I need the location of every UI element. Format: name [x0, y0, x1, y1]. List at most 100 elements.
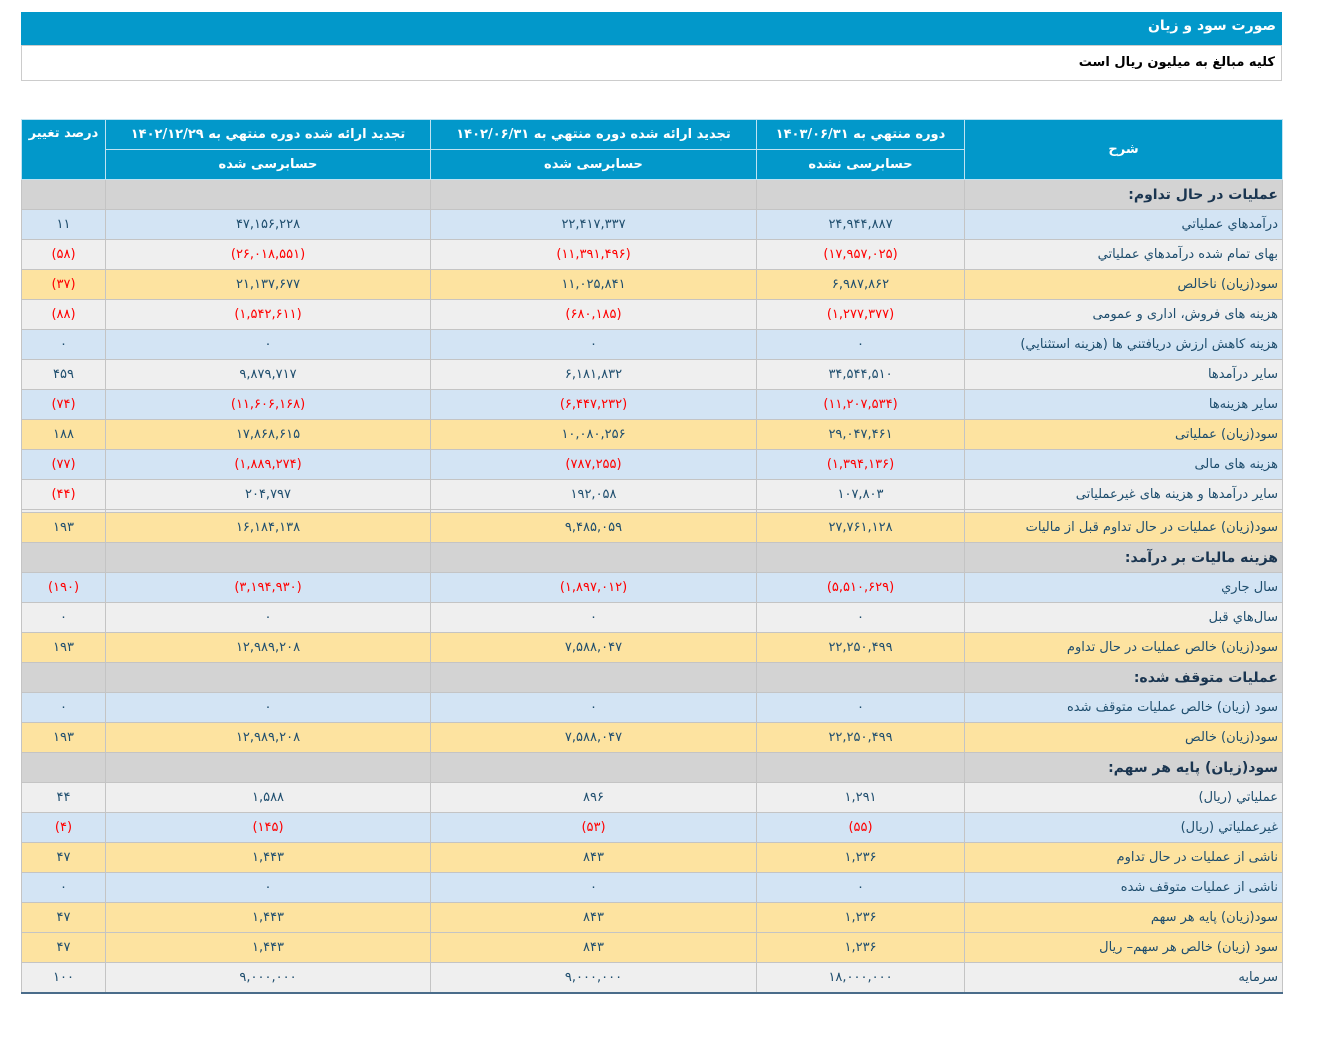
- value-1402-12-29: ۱۷,۸۶۸,۶۱۵: [105, 419, 431, 450]
- value-1402-12-29: (۱,۸۸۹,۲۷۴): [105, 449, 431, 480]
- percent-change: ۰: [21, 602, 106, 633]
- header-description: شرح: [964, 119, 1283, 180]
- value-1403-06-31: (۵,۵۱۰,۶۲۹): [756, 572, 965, 603]
- value-1402-06-31: ۷,۵۸۸,۰۴۷: [430, 632, 757, 663]
- value-1403-06-31: ۱,۲۳۶: [756, 932, 965, 963]
- value-1403-06-31: ۰: [756, 692, 965, 723]
- value-1402-06-31: ۷,۵۸۸,۰۴۷: [430, 722, 757, 753]
- table-row: سود(زيان) خالص ۲۲,۲۵۰,۴۹۹ ۷,۵۸۸,۰۴۷ ۱۲,۹۸۹,…: [21, 722, 1283, 753]
- table-row: هزینه های مالی (۱,۳۹۴,۱۳۶) (۷۸۷,۲۵۵) (۱,۸۸۹…: [21, 449, 1283, 480]
- percent-change: [21, 752, 106, 783]
- value-1403-06-31: (۵۵): [756, 812, 965, 843]
- value-1402-12-29: ۱,۴۴۳: [105, 932, 431, 963]
- section-row: سود(زيان) پایه هر سهم:: [21, 752, 1283, 783]
- row-label: سود(زيان) خالص: [964, 722, 1283, 753]
- row-label: سود (زيان) خالص عمليات متوقف شده: [964, 692, 1283, 723]
- value-1402-06-31: ۱۰,۰۸۰,۲۵۶: [430, 419, 757, 450]
- table-row: ناشی از عملیات متوقف شده ۰ ۰ ۰ ۰: [21, 872, 1283, 903]
- percent-change: ۰: [21, 692, 106, 723]
- table-row: سود(زيان) پایه هر سهم ۱,۲۳۶ ۸۴۳ ۱,۴۴۳ ۴۷: [21, 902, 1283, 933]
- value-1402-06-31: [430, 662, 757, 693]
- value-1402-12-29: (۱,۵۴۲,۶۱۱): [105, 299, 431, 330]
- value-1402-12-29: ۱,۴۴۳: [105, 902, 431, 933]
- value-1402-06-31: [430, 542, 757, 573]
- table-row: سود (زيان) خالص هر سهم– ريال ۱,۲۳۶ ۸۴۳ ۱,۴۴…: [21, 932, 1283, 963]
- value-1402-12-29: [105, 179, 431, 210]
- header-col2: تجدید ارائه شده دوره منتهي به ۱۴۰۲/۰۶/۳۱: [430, 119, 757, 150]
- section-row: هزینه مالیات بر درآمد:: [21, 542, 1283, 573]
- section-row: عملیات در حال تداوم:: [21, 179, 1283, 210]
- value-1402-12-29: (۱۴۵): [105, 812, 431, 843]
- row-label: ناشی از عملیات در حال تداوم: [964, 842, 1283, 873]
- row-label: سال‌هاي قبل: [964, 602, 1283, 633]
- value-1403-06-31: [756, 752, 965, 783]
- value-1402-06-31: ۸۴۳: [430, 932, 757, 963]
- value-1402-12-29: ۱۶,۱۸۴,۱۳۸: [105, 512, 431, 543]
- table-row: سایر هزینه‌ها (۱۱,۲۰۷,۵۳۴) (۶,۴۴۷,۲۳۲) (۱۱,…: [21, 389, 1283, 420]
- value-1403-06-31: ۰: [756, 602, 965, 633]
- percent-change: (۳۷): [21, 269, 106, 300]
- row-label: سود(زيان) پایه هر سهم: [964, 902, 1283, 933]
- value-1402-06-31: (۶۸۰,۱۸۵): [430, 299, 757, 330]
- value-1403-06-31: (۱۷,۹۵۷,۰۲۵): [756, 239, 965, 270]
- value-1402-12-29: (۲۶,۰۱۸,۵۵۱): [105, 239, 431, 270]
- percent-change: ۱۹۳: [21, 722, 106, 753]
- row-label: هزینه مالیات بر درآمد:: [964, 542, 1283, 573]
- percent-change: [21, 542, 106, 573]
- table-row: سایر درآمدها و هزینه های غیرعملیاتی ۱۰۷,۸…: [21, 479, 1283, 510]
- percent-change: [21, 662, 106, 693]
- value-1402-06-31: (۷۸۷,۲۵۵): [430, 449, 757, 480]
- value-1403-06-31: [756, 542, 965, 573]
- table-row: سود(زيان) عملياتی ۲۹,۰۴۷,۴۶۱ ۱۰,۰۸۰,۲۵۶ ۱۷,…: [21, 419, 1283, 450]
- page-title: صورت سود و زیان: [21, 12, 1282, 45]
- value-1402-12-29: [105, 752, 431, 783]
- value-1403-06-31: ۲۴,۹۴۴,۸۸۷: [756, 209, 965, 240]
- table-row: سرمایه ۱۸,۰۰۰,۰۰۰ ۹,۰۰۰,۰۰۰ ۹,۰۰۰,۰۰۰ ۱۰۰: [21, 962, 1283, 994]
- percent-change: ۴۷: [21, 932, 106, 963]
- table-row: هزینه کاهش ارزش دریافتني ها (هزينه استثن…: [21, 329, 1283, 360]
- row-label: سود (زيان) خالص هر سهم– ريال: [964, 932, 1283, 963]
- value-1403-06-31: ۶,۹۸۷,۸۶۲: [756, 269, 965, 300]
- value-1403-06-31: ۱۰۷,۸۰۳: [756, 479, 965, 510]
- value-1402-06-31: ۱۱,۰۲۵,۸۴۱: [430, 269, 757, 300]
- row-label: سود(زيان) خالص عمليات در حال تداوم: [964, 632, 1283, 663]
- value-1402-06-31: ۰: [430, 602, 757, 633]
- header-col3: تجدید ارائه شده دوره منتهي به ۱۴۰۲/۱۲/۲۹: [105, 119, 431, 150]
- table-row: سود(زيان) عملیات در حال تداوم قبل از مال…: [21, 512, 1283, 543]
- row-label: سود(زيان) عملیات در حال تداوم قبل از مال…: [964, 512, 1283, 543]
- row-label: عملیات متوقف شده:: [964, 662, 1283, 693]
- value-1402-12-29: ۴۷,۱۵۶,۲۲۸: [105, 209, 431, 240]
- value-1402-12-29: (۳,۱۹۴,۹۳۰): [105, 572, 431, 603]
- row-label: هزینه های فروش، اداری و عمومی: [964, 299, 1283, 330]
- value-1403-06-31: [756, 179, 965, 210]
- percent-change: (۵۸): [21, 239, 106, 270]
- value-1403-06-31: [756, 662, 965, 693]
- value-1402-12-29: ۰: [105, 692, 431, 723]
- percent-change: (۴۴): [21, 479, 106, 510]
- percent-change: ۱۰۰: [21, 962, 106, 994]
- value-1402-12-29: ۹,۰۰۰,۰۰۰: [105, 962, 431, 994]
- percent-change: (۸۸): [21, 299, 106, 330]
- value-1403-06-31: ۲۲,۲۵۰,۴۹۹: [756, 722, 965, 753]
- row-label: سود(زيان) ناخالص: [964, 269, 1283, 300]
- value-1402-06-31: (۱۱,۳۹۱,۴۹۶): [430, 239, 757, 270]
- value-1402-06-31: ۹,۴۸۵,۰۵۹: [430, 512, 757, 543]
- table-row: عملیاتي (ريال) ۱,۲۹۱ ۸۹۶ ۱,۵۸۸ ۴۴: [21, 782, 1283, 813]
- percent-change: (۷۴): [21, 389, 106, 420]
- row-label: عملیاتي (ريال): [964, 782, 1283, 813]
- value-1403-06-31: ۱,۲۳۶: [756, 902, 965, 933]
- value-1402-06-31: (۶,۴۴۷,۲۳۲): [430, 389, 757, 420]
- value-1402-12-29: ۹,۸۷۹,۷۱۷: [105, 359, 431, 390]
- value-1403-06-31: ۰: [756, 872, 965, 903]
- table-row: سال‌هاي قبل ۰ ۰ ۰ ۰: [21, 602, 1283, 633]
- row-label: سایر درآمدها: [964, 359, 1283, 390]
- value-1402-06-31: ۸۹۶: [430, 782, 757, 813]
- value-1402-06-31: ۸۴۳: [430, 842, 757, 873]
- value-1402-06-31: (۵۳): [430, 812, 757, 843]
- row-label: بهای تمام شده درآمدهاي عملياتي: [964, 239, 1283, 270]
- table-row: غیرعملیاتي (ريال) (۵۵) (۵۳) (۱۴۵) (۴): [21, 812, 1283, 843]
- value-1402-06-31: ۸۴۳: [430, 902, 757, 933]
- percent-change: (۷۷): [21, 449, 106, 480]
- percent-change: (۱۹۰): [21, 572, 106, 603]
- row-label: سایر درآمدها و هزینه های غیرعملیاتی: [964, 479, 1283, 510]
